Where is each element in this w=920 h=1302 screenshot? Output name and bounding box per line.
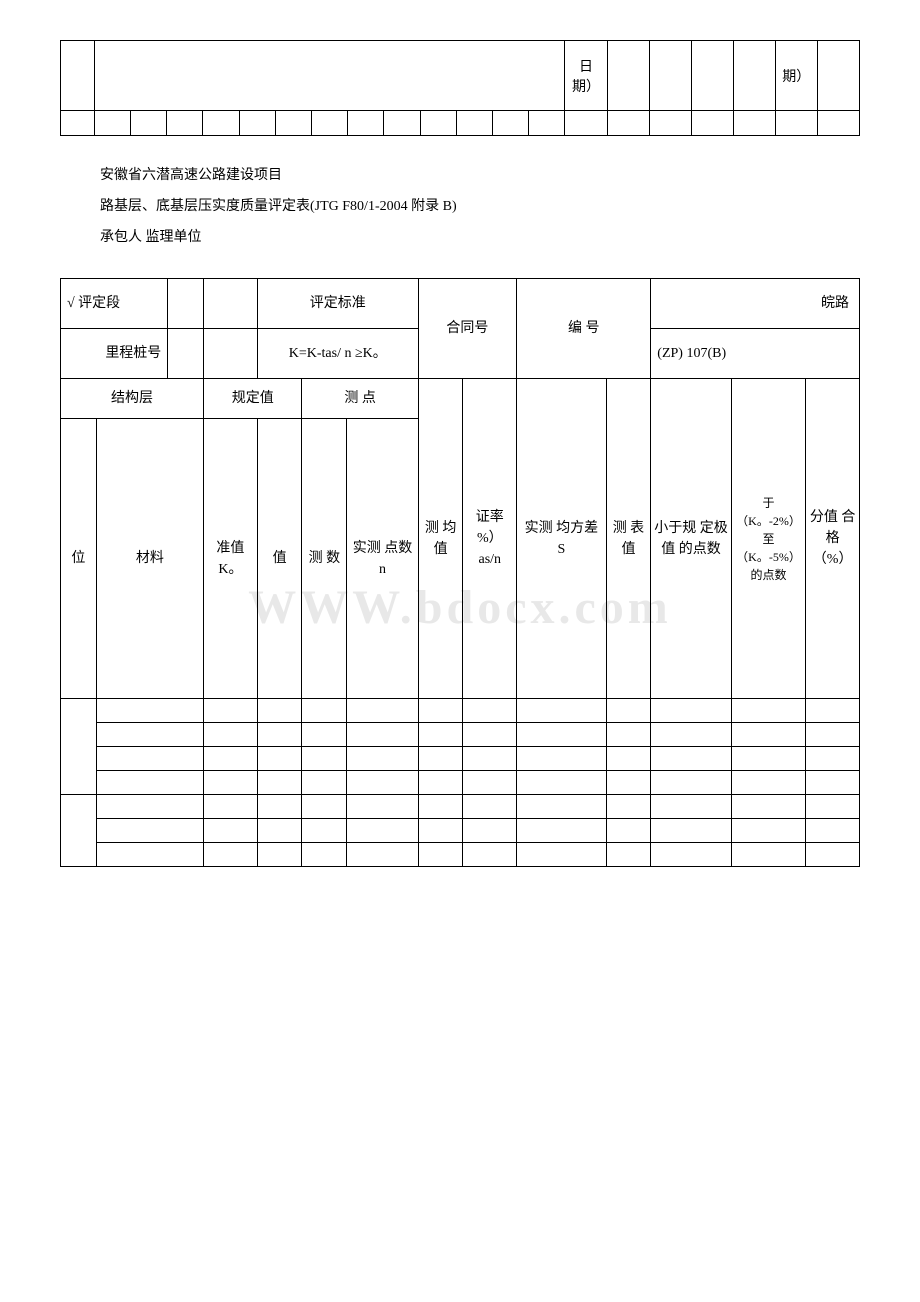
date-cell-2: 期）	[775, 41, 817, 111]
contract-number-label: 合同号	[418, 279, 516, 379]
eval-standard-label: 评定标准	[257, 279, 418, 329]
eval-segment-label: √ 评定段	[61, 279, 168, 329]
form-title: 路基层、底基层压实度质量评定表(JTG F80/1-2004 附录 B)	[100, 192, 860, 223]
col-fenzhi: 分值 合格 （%）	[806, 379, 860, 699]
col-yuk: 于（K。-2%）至（K。-5%）的点数	[731, 379, 805, 699]
col-cebiaozhi: 测 表值	[606, 379, 651, 699]
col-shicedian: 实测 点数 n	[347, 419, 419, 699]
table-row	[61, 795, 860, 819]
structure-layer-header: 结构层	[61, 379, 204, 419]
col-cejunzhi: 测 均值	[418, 379, 463, 699]
col-zhi: 值	[257, 419, 302, 699]
zp-code-label: (ZP) 107(B)	[651, 329, 860, 379]
col-zhenglv: 证率 %） as/n	[463, 379, 517, 699]
col-xiaoyuguiding: 小于规 定极值 的点数	[651, 379, 732, 699]
project-title: 安徽省六潜高速公路建设项目	[100, 161, 860, 192]
formula-label: K=K-tas/ n ≥K。	[257, 329, 418, 379]
table-row	[61, 843, 860, 867]
evaluation-table: √ 评定段 评定标准 合同号 编 号 皖路 里程桩号 K=K-tas/ n ≥K…	[60, 278, 860, 867]
table-row	[61, 819, 860, 843]
col-ceshi: 实测 均方差 S	[517, 379, 606, 699]
wanlu-label: 皖路	[651, 279, 860, 329]
mileage-label: 里程桩号	[61, 329, 168, 379]
title-text-block: 安徽省六潜高速公路建设项目 路基层、底基层压实度质量评定表(JTG F80/1-…	[60, 161, 860, 253]
table-row	[61, 771, 860, 795]
table-row	[61, 699, 860, 723]
date-cell-1: 日期）	[565, 41, 607, 111]
parties-line: 承包人 监理单位	[100, 223, 860, 254]
col-ceshu: 测 数	[302, 419, 347, 699]
col-cailiao: 材料	[96, 419, 203, 699]
top-fragment-table: 日期） 期）	[60, 40, 860, 136]
table-row	[61, 723, 860, 747]
table-row	[61, 747, 860, 771]
col-wei: 位	[61, 419, 97, 699]
measure-point-header: 测 点	[302, 379, 418, 419]
spec-value-header: 规定值	[204, 379, 302, 419]
serial-number-label: 编 号	[517, 279, 651, 379]
col-zhunzhi: 准值 K。	[204, 419, 258, 699]
